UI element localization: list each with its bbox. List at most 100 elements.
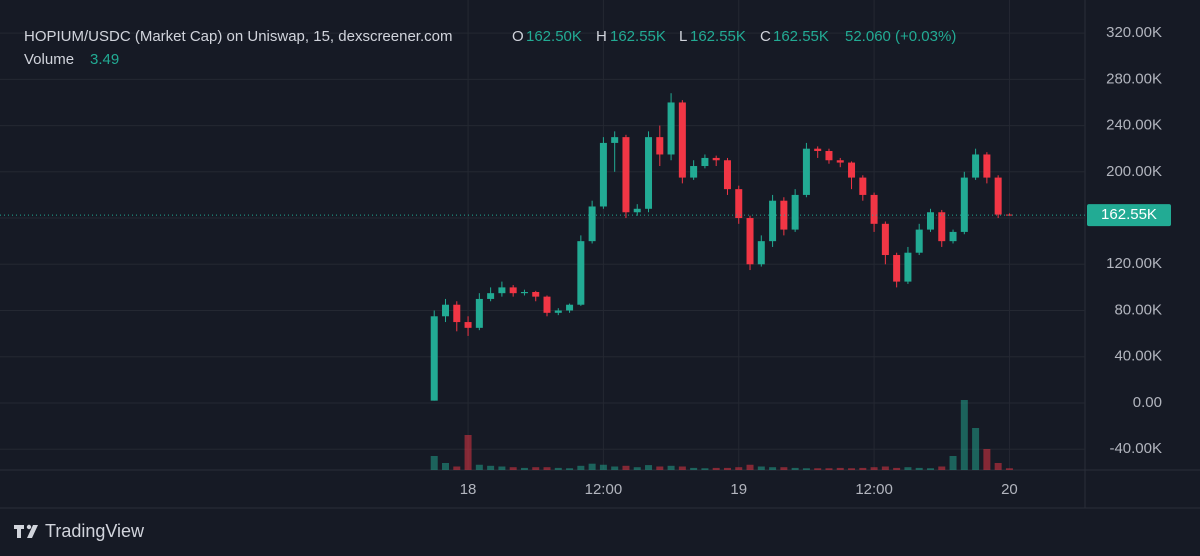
y-tick-label: 0.00 (1133, 394, 1162, 411)
volume-bar (994, 463, 1002, 470)
candle-body (464, 322, 472, 328)
volume-bar (926, 468, 934, 470)
x-tick-label: 20 (1001, 481, 1018, 498)
candle-body (938, 212, 946, 242)
volume-bar (915, 467, 923, 470)
x-tick-label: 12:00 (585, 481, 623, 498)
candle-body (814, 148, 822, 152)
candle-body (1005, 214, 1013, 216)
volume-bar (678, 466, 686, 470)
candle-body (622, 137, 630, 213)
volume-bar (791, 467, 799, 470)
candle-body (757, 241, 765, 265)
candle-body (904, 252, 912, 282)
volume-bar (881, 466, 889, 470)
volume-value: 3.49 (90, 51, 119, 68)
volume-bar (960, 400, 968, 470)
candle-body (633, 208, 641, 213)
volume-bar (532, 467, 540, 470)
candle-body (746, 218, 754, 265)
candle-body (453, 304, 461, 323)
brand: TradingView (45, 521, 145, 541)
volume-bar (566, 468, 574, 470)
candle-body (836, 160, 844, 163)
volume-bar (701, 468, 709, 470)
candle-body (723, 160, 731, 190)
candle-body (701, 157, 709, 167)
volume-bar (893, 467, 901, 470)
brand-logo (14, 524, 38, 538)
volume-bar (442, 463, 450, 470)
candle-body (532, 292, 540, 297)
candle-body (926, 212, 934, 230)
candle-body (667, 102, 675, 155)
volume-bar (487, 465, 495, 470)
volume-bar (814, 468, 822, 470)
volume-bar (848, 468, 856, 470)
legend-label: O (512, 28, 524, 45)
candle-body (498, 287, 506, 294)
candle-body (577, 241, 585, 305)
candle-body (859, 177, 867, 195)
candle-body (611, 137, 619, 143)
volume-bar (690, 467, 698, 470)
volume-bar (633, 467, 641, 470)
grid (0, 0, 1085, 470)
x-tick-label: 12:00 (855, 481, 893, 498)
volume-bar (645, 465, 653, 470)
volume-bar (543, 467, 551, 470)
volume-bar (577, 465, 585, 470)
volume-bar (904, 467, 912, 470)
candle-body (678, 102, 686, 178)
candle-body (735, 189, 743, 219)
legend-value: 162.50K (526, 28, 582, 45)
candle-body (972, 154, 980, 178)
candle-body (520, 292, 528, 294)
candle-body (430, 316, 438, 401)
y-tick-label: 200.00K (1106, 163, 1162, 180)
candle-body (475, 298, 483, 328)
candle-body (566, 304, 574, 311)
candle-body (487, 293, 495, 299)
volume-bar (1005, 468, 1013, 470)
volume-bar (972, 428, 980, 470)
candle-body (769, 200, 777, 242)
volume-bar (712, 467, 720, 470)
candle-body (915, 229, 923, 253)
volume-bar (554, 467, 562, 470)
volume-bar (769, 467, 777, 470)
volume-bar (949, 456, 957, 470)
candle-body (825, 151, 833, 161)
candle-body (543, 296, 551, 313)
volume-bar (780, 467, 788, 470)
candle-body (690, 166, 698, 178)
volume-bar (520, 467, 528, 470)
volume-bar (509, 467, 517, 470)
volume-bar (498, 466, 506, 470)
volume-bar (656, 466, 664, 470)
legend-value: 162.55K (773, 28, 829, 45)
last-price-label: 162.55K (1101, 206, 1157, 223)
y-tick-label: 320.00K (1106, 24, 1162, 41)
volume-bar (723, 467, 731, 470)
candle-body (509, 287, 517, 294)
volume-bar (430, 456, 438, 470)
volume-label: Volume (24, 51, 74, 68)
volume-bar (667, 465, 675, 470)
candle-body (656, 137, 664, 155)
chart-title: HOPIUM/USDC (Market Cap) on Uniswap, 15,… (24, 28, 452, 45)
candle-body (994, 177, 1002, 215)
candle-body (848, 162, 856, 178)
candle-body (791, 194, 799, 230)
volume-bar (588, 463, 596, 470)
y-tick-label: 240.00K (1106, 117, 1162, 134)
legend-label: L (679, 28, 687, 45)
volume-bar (757, 466, 765, 470)
legend-label: H (596, 28, 607, 45)
legend-value: 162.55K (690, 28, 746, 45)
y-tick-label: -40.00K (1109, 440, 1162, 457)
volume-bar (611, 466, 619, 470)
volume-bar (735, 467, 743, 470)
